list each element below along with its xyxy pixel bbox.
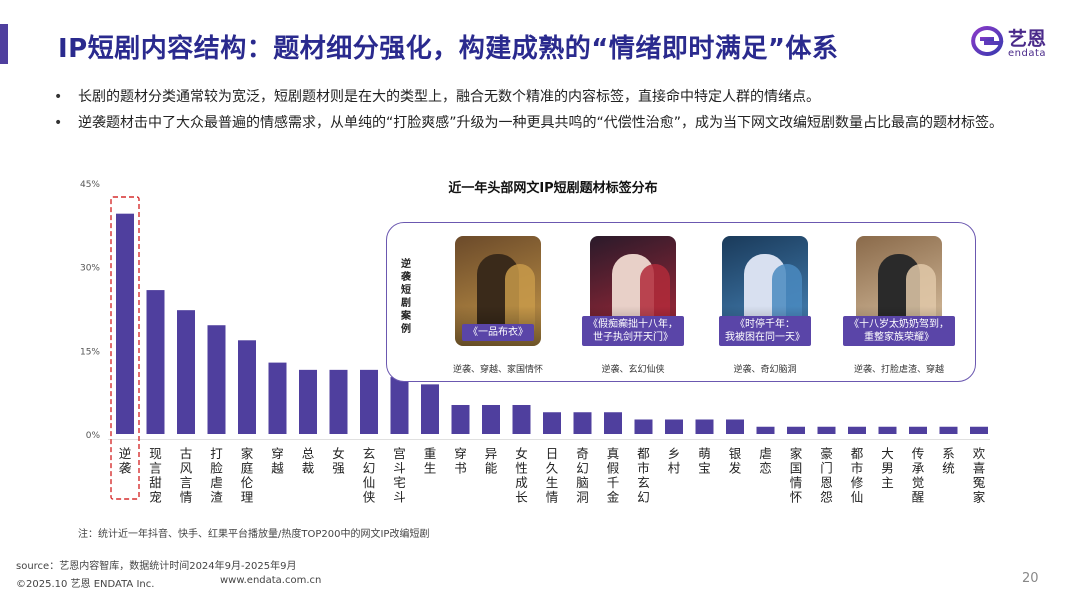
bar: [543, 412, 561, 434]
x-tick-label: 古风言情: [180, 446, 193, 505]
x-tick-label: 传承觉醒: [912, 446, 925, 505]
x-tick-label: 重生: [424, 446, 437, 476]
bar: [909, 426, 927, 434]
x-tick-label: 系统: [942, 446, 955, 476]
case-title: 《假痴癫拙十八年， 世子执剑开天门》: [582, 316, 684, 346]
poster-figure: [505, 264, 535, 334]
x-tick-label: 女强: [332, 446, 345, 476]
x-tick-label: 异能: [485, 446, 498, 476]
case-title: 《十八岁太奶奶驾到， 重整家族荣耀》: [843, 316, 955, 346]
logo-en-text: endata: [1008, 48, 1047, 59]
chart-title: 近一年头部网文IP短剧题材标签分布: [448, 180, 657, 196]
endata-logo-icon: [971, 26, 1004, 56]
bar: [329, 369, 348, 434]
bar: [970, 426, 988, 434]
case-card[interactable]: 《时停千年： 我被困在同一天》逆袭、奇幻脑洞: [700, 236, 830, 376]
bar: [726, 419, 744, 434]
y-tick-label: 30%: [80, 264, 100, 274]
footnote: 注：统计近一年抖音、快手、红果平台播放量/热度TOP200中的网文IP改编短剧: [78, 529, 430, 540]
page-title: IP短剧内容结构：题材细分强化，构建成熟的“情绪即时满足”体系: [58, 34, 839, 64]
bar: [878, 426, 897, 434]
bar: [360, 369, 378, 434]
x-tick-label: 宫斗宅斗: [393, 446, 406, 505]
page-number: 20: [1022, 571, 1039, 586]
bar: [299, 369, 317, 434]
x-tick-label: 虐恋: [759, 446, 772, 476]
case-tags: 逆袭、穿越、家国情怀: [452, 365, 543, 375]
x-tick-label: 家庭伦理: [241, 446, 254, 505]
cases-label: 逆袭短剧案例: [401, 259, 411, 335]
x-tick-label: 打脸虐渣: [210, 446, 223, 505]
x-tick-label: 女性成长: [515, 446, 528, 505]
bullet-list: 长剧的题材分类通常较为宽泛，短剧题材则是在大的类型上，融合无数个精准的内容标签，…: [50, 84, 1050, 136]
bar: [939, 426, 958, 434]
x-tick-label: 银发: [729, 446, 742, 476]
bullet-item: 长剧的题材分类通常较为宽泛，短剧题材则是在大的类型上，融合无数个精准的内容标签，…: [50, 84, 1050, 110]
x-tick-label: 真假千金: [607, 446, 620, 505]
case-title: 《时停千年： 我被困在同一天》: [719, 316, 811, 346]
x-tick-label: 欢喜冤家: [973, 446, 986, 505]
bar: [177, 310, 195, 434]
case-card[interactable]: 《假痴癫拙十八年， 世子执剑开天门》逆袭、玄幻仙侠: [568, 236, 698, 376]
title-accent-bar: [0, 24, 8, 64]
bar: [573, 412, 592, 434]
bar: [787, 426, 805, 434]
x-tick-label: 玄幻仙侠: [363, 446, 376, 505]
bar: [238, 340, 256, 434]
bar: [268, 362, 287, 434]
bar: [695, 419, 714, 434]
case-card[interactable]: 《一品布衣》逆袭、穿越、家国情怀: [433, 236, 563, 376]
x-tick-label: 萌宝: [698, 446, 711, 476]
x-tick-label: 穿越: [271, 446, 284, 476]
x-tick-label: 都市玄幻: [637, 446, 650, 505]
case-tags: 逆袭、奇幻脑洞: [733, 365, 797, 375]
bar: [146, 290, 165, 434]
x-tick-label: 乡村: [668, 446, 681, 476]
bar: [421, 384, 439, 434]
x-tick-label: 奇幻脑洞: [576, 446, 589, 505]
highlight-frame: [110, 196, 140, 500]
website-link[interactable]: www.endata.com.cn: [220, 575, 322, 586]
source-note: source：艺恩内容智库，数据统计时间2024年9月-2025年9月: [16, 561, 297, 572]
bar: [634, 419, 653, 434]
case-title: 《一品布衣》: [462, 324, 534, 341]
bar: [817, 426, 836, 434]
case-card[interactable]: 《十八岁太奶奶驾到， 重整家族荣耀》逆袭、打脸虐渣、穿越: [834, 236, 964, 376]
x-tick-label: 都市修仙: [851, 446, 864, 505]
x-tick-label: 豪门恩怨: [820, 446, 833, 505]
bar: [848, 426, 866, 434]
x-tick-label: 日久生情: [546, 446, 559, 505]
bar: [756, 426, 775, 434]
brand-logo: 艺恩 endata: [970, 24, 1070, 64]
x-tick-label: 穿书: [454, 446, 467, 476]
x-tick-label: 现言甜宠: [149, 446, 162, 505]
case-tags: 逆袭、玄幻仙侠: [601, 365, 665, 375]
bar: [512, 404, 531, 434]
x-tick-label: 大男主: [881, 446, 894, 490]
bar: [390, 377, 409, 434]
bar: [482, 404, 500, 434]
x-tick-label: 总裁: [302, 446, 315, 476]
logo-cn-text: 艺恩: [1008, 28, 1047, 50]
bar: [451, 404, 470, 434]
bar: [665, 419, 683, 434]
copyright: ©2025.10 艺恩 ENDATA Inc.: [16, 579, 155, 590]
case-tags: 逆袭、打脸虐渣、穿越: [853, 365, 944, 375]
bar: [116, 213, 134, 434]
x-tick-label: 家国情怀: [790, 446, 803, 505]
x-tick-label: 逆袭: [119, 446, 132, 476]
bar: [207, 325, 226, 434]
y-tick-label: 15%: [80, 347, 100, 357]
bullet-item: 逆袭题材击中了大众最普遍的情感需求，从单纯的“打脸爽感”升级为一种更具共鸣的“代…: [50, 110, 1050, 136]
bar: [604, 412, 622, 434]
y-tick-label: 0%: [86, 431, 101, 441]
y-tick-label: 45%: [80, 180, 100, 190]
